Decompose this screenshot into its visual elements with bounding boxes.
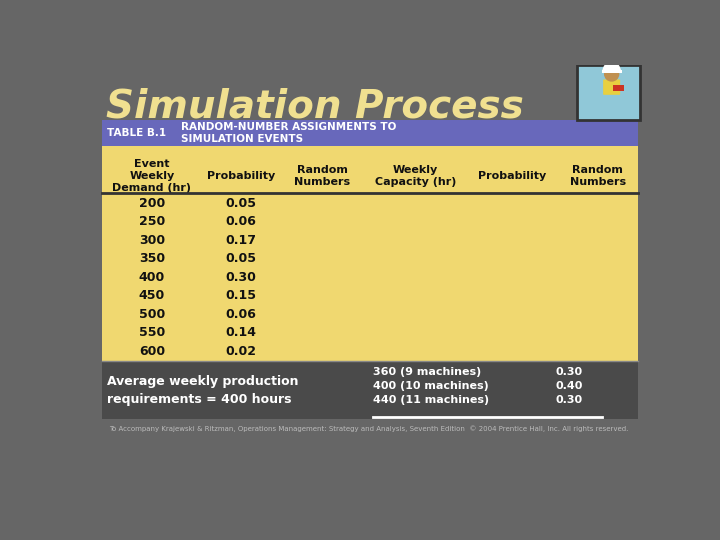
Bar bbox=[613, 85, 624, 91]
Text: 0.05: 0.05 bbox=[225, 252, 256, 265]
Text: 250: 250 bbox=[139, 215, 165, 228]
Text: Random
Numbers: Random Numbers bbox=[294, 165, 351, 187]
Bar bbox=[602, 70, 622, 72]
Text: 0.17: 0.17 bbox=[225, 234, 256, 247]
Bar bbox=[102, 146, 638, 361]
Text: Weekly
Capacity (hr): Weekly Capacity (hr) bbox=[375, 165, 456, 187]
Text: 0.40: 0.40 bbox=[555, 381, 582, 391]
Text: 200: 200 bbox=[139, 197, 165, 210]
Text: 400 (10 machines): 400 (10 machines) bbox=[373, 381, 489, 391]
Bar bbox=[102, 120, 638, 146]
Text: Random
Numbers: Random Numbers bbox=[570, 165, 626, 187]
Text: Simulation Process: Simulation Process bbox=[106, 88, 523, 126]
Text: 0.15: 0.15 bbox=[225, 289, 256, 302]
Text: 0.30: 0.30 bbox=[555, 367, 582, 377]
Text: Probability: Probability bbox=[478, 172, 546, 181]
Text: Probability: Probability bbox=[207, 172, 275, 181]
Text: RANDOM-NUMBER ASSIGNMENTS TO
SIMULATION EVENTS: RANDOM-NUMBER ASSIGNMENTS TO SIMULATION … bbox=[181, 122, 397, 144]
Text: 0.06: 0.06 bbox=[225, 215, 256, 228]
Text: 400: 400 bbox=[139, 271, 165, 284]
Text: 0.06: 0.06 bbox=[225, 308, 256, 321]
Text: 600: 600 bbox=[139, 345, 165, 357]
Bar bbox=[102, 361, 638, 419]
Text: 0.30: 0.30 bbox=[555, 395, 582, 405]
Text: Event
Weekly
Demand (hr): Event Weekly Demand (hr) bbox=[112, 159, 192, 193]
Text: 500: 500 bbox=[139, 308, 165, 321]
Text: 350: 350 bbox=[139, 252, 165, 265]
FancyBboxPatch shape bbox=[603, 79, 620, 95]
Text: To Accompany Krajewski & Ritzman, Operations Management: Strategy and Analysis, : To Accompany Krajewski & Ritzman, Operat… bbox=[109, 425, 629, 431]
Text: TABLE B.1: TABLE B.1 bbox=[107, 128, 166, 138]
Text: 300: 300 bbox=[139, 234, 165, 247]
Text: 550: 550 bbox=[139, 326, 165, 339]
Text: 0.05: 0.05 bbox=[225, 197, 256, 210]
Text: 360 (9 machines): 360 (9 machines) bbox=[373, 367, 481, 377]
Text: Average weekly production
requirements = 400 hours: Average weekly production requirements =… bbox=[107, 375, 299, 406]
Text: 0.30: 0.30 bbox=[225, 271, 256, 284]
Bar bbox=[577, 65, 640, 120]
Wedge shape bbox=[603, 63, 620, 71]
Circle shape bbox=[605, 67, 618, 81]
Text: 450: 450 bbox=[139, 289, 165, 302]
Text: 0.02: 0.02 bbox=[225, 345, 256, 357]
Text: 0.14: 0.14 bbox=[225, 326, 256, 339]
Text: 440 (11 machines): 440 (11 machines) bbox=[373, 395, 489, 405]
